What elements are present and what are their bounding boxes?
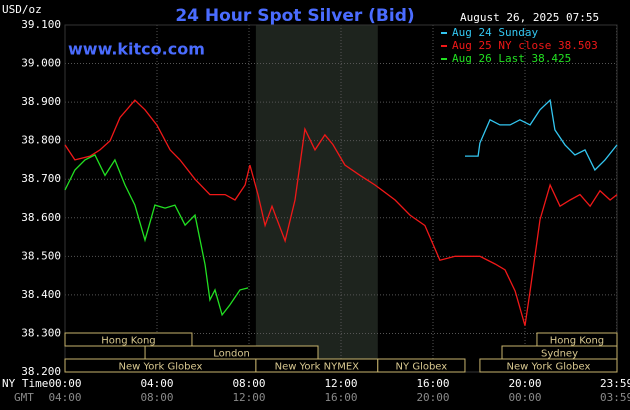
session-label: Hong Kong <box>550 336 604 347</box>
session-label: Hong Kong <box>101 336 155 347</box>
x-tick-label: 16:00 <box>416 377 449 390</box>
session-label: New York NYMEX <box>275 362 360 373</box>
legend-label: Aug 25 NY close 38.503 <box>452 39 598 52</box>
gmt-tick-label: 12:00 <box>232 391 265 404</box>
y-tick-label: 38.300 <box>21 326 61 339</box>
gmt-tick-label: 04:00 <box>48 391 81 404</box>
gmt-tick-label: 16:00 <box>324 391 357 404</box>
y-tick-label: 38.800 <box>21 134 61 147</box>
x-tick-label: 08:00 <box>232 377 265 390</box>
x-tick-label: 00:00 <box>48 377 81 390</box>
legend-label: Aug 26 Last 38.425 <box>452 52 571 65</box>
gmt-tick-label: 00:00 <box>508 391 541 404</box>
site-url: www.kitco.com <box>68 40 205 59</box>
y-tick-label: 38.900 <box>21 95 61 108</box>
ny-time-label: NY Time <box>2 377 48 390</box>
session-label: New York Globex <box>507 362 591 373</box>
gmt-tick-label: 08:00 <box>140 391 173 404</box>
series-line <box>64 99 618 326</box>
session-box <box>479 358 618 373</box>
session-label: NY Globex <box>396 362 448 373</box>
y-tick-label: 38.600 <box>21 211 61 224</box>
series-line <box>465 98 618 172</box>
x-tick-label: 20:00 <box>508 377 541 390</box>
session-shade <box>255 25 378 372</box>
session-box <box>64 332 193 347</box>
session-label: London <box>213 349 250 360</box>
y-tick-label: 38.500 <box>21 249 61 262</box>
y-tick-label: 38.400 <box>21 288 61 301</box>
chart-title: 24 Hour Spot Silver (Bid) <box>175 6 414 26</box>
y-tick-label: 38.700 <box>21 172 61 185</box>
session-label: New York Globex <box>119 362 203 373</box>
x-tick-label: 04:00 <box>140 377 173 390</box>
unit-label: USD/oz <box>2 3 42 16</box>
gmt-tick-label: 20:00 <box>416 391 449 404</box>
x-tick-label: 23:59 <box>600 377 630 390</box>
x-tick-label: 12:00 <box>324 377 357 390</box>
gmt-tick-label: 03:59 <box>600 391 630 404</box>
y-tick-label: 39.000 <box>21 57 61 70</box>
legend-label: Aug 24 Sunday <box>452 26 538 39</box>
y-tick-label: 38.200 <box>21 365 61 378</box>
y-tick-label: 39.100 <box>21 18 61 31</box>
timestamp: August 26, 2025 07:55 <box>460 11 599 24</box>
gmt-label: GMT <box>14 391 34 404</box>
series-line <box>64 154 249 317</box>
session-box <box>377 358 466 373</box>
session-label: Sydney <box>541 349 578 360</box>
